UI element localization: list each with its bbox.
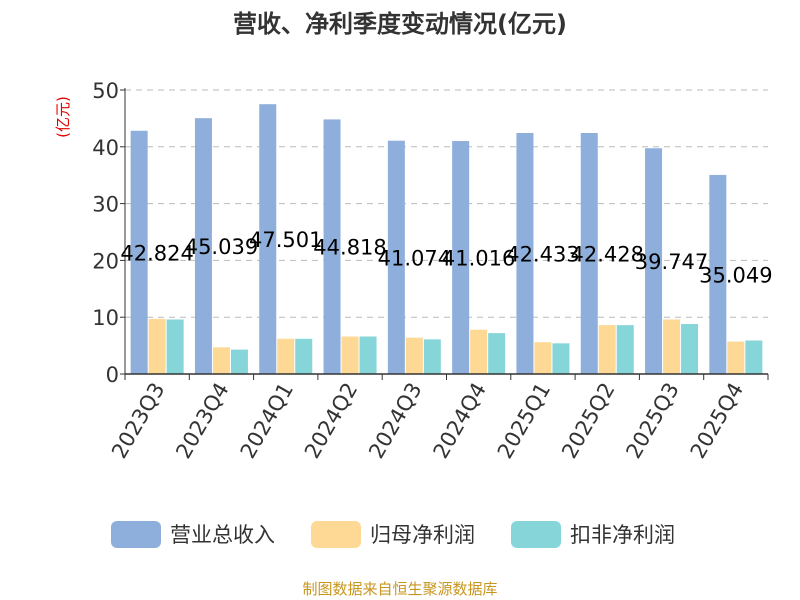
data-label: 47.501 [249,228,322,252]
y-axis-label: (亿元) [54,96,72,138]
legend-label: 扣非净利润 [570,523,675,547]
bar-net-profit [212,347,230,374]
y-tick-label: 0 [106,363,119,387]
legend: 营业总收入 归母净利润 扣非净利润 [111,521,675,548]
x-tick-label: 2024Q1 [236,379,298,463]
bar-net-profit [534,342,552,374]
bar-net-profit [727,341,745,374]
bar-net-profit [148,318,166,374]
data-label: 42.428 [571,243,644,267]
legend-label: 营业总收入 [170,523,275,547]
data-label: 44.818 [313,236,386,260]
y-tick-label: 40 [92,136,119,160]
chart-title: 营收、净利季度变动情况(亿元) [233,10,567,38]
bar-net-profit [663,319,681,374]
x-tick-label: 2024Q2 [300,379,362,463]
bar-revenue [130,130,148,374]
bar-net-profit [598,325,616,374]
x-tick-label: 2025Q2 [557,379,619,463]
x-tick-label: 2025Q3 [621,379,683,463]
bar-revenue [516,132,534,374]
bar-deducted-net-profit [681,324,699,374]
bar-deducted-net-profit [295,338,313,374]
bar-revenue [645,148,663,374]
bar-deducted-net-profit [552,343,570,374]
legend-swatch [311,521,361,548]
x-tick-label: 2024Q3 [364,379,426,463]
x-tick-label: 2025Q4 [686,379,748,463]
bar-deducted-net-profit [166,319,184,374]
data-label: 42.824 [120,241,193,265]
x-tick-label: 2024Q4 [429,379,491,463]
data-labels: 42.82445.03947.50144.81841.07441.01642.4… [120,228,772,287]
bar-revenue [709,174,727,374]
y-tick-label: 10 [92,306,119,330]
legend-swatch [511,521,561,548]
x-tick-label: 2023Q4 [171,379,233,463]
data-label: 35.049 [699,263,772,287]
bar-revenue [580,133,598,374]
bar-net-profit [341,336,359,374]
data-label: 39.747 [635,250,708,274]
legend-label: 归母净利润 [370,523,475,547]
data-label: 42.433 [506,242,579,266]
bar-net-profit [470,329,488,374]
bar-deducted-net-profit [230,349,248,374]
x-tick-label: 2025Q1 [493,379,555,463]
bar-net-profit [405,337,423,374]
x-tick-label: 2023Q3 [107,379,169,463]
bars [130,104,763,374]
y-tick-label: 50 [92,79,119,103]
y-tick-label: 20 [92,249,119,273]
bar-deducted-net-profit [423,339,441,374]
y-tick-label: 30 [92,193,119,217]
bar-deducted-net-profit [616,325,634,374]
bar-revenue [452,141,470,374]
bar-revenue [387,140,405,374]
bar-revenue [259,104,277,374]
bar-deducted-net-profit [359,336,377,374]
bar-deducted-net-profit [488,333,506,374]
legend-swatch [111,521,161,548]
data-label: 45.039 [185,235,258,259]
data-label: 41.016 [442,247,515,271]
bar-net-profit [277,338,295,374]
bar-deducted-net-profit [745,340,763,374]
bar-revenue [194,118,212,374]
source-note: 制图数据来自恒生聚源数据库 [302,580,497,598]
data-label: 41.074 [378,246,451,270]
bar-revenue [323,119,341,374]
gridlines [125,89,768,318]
